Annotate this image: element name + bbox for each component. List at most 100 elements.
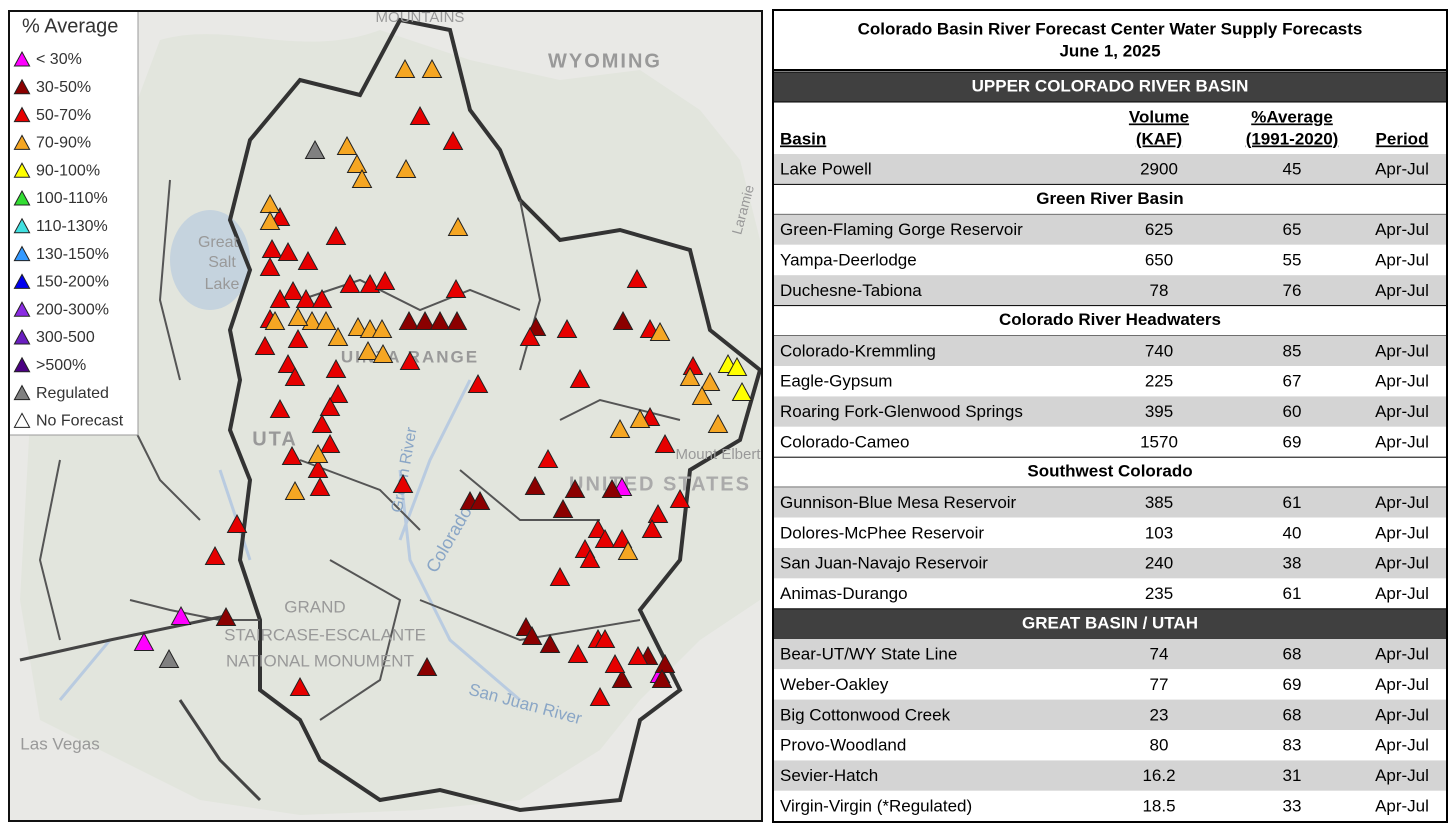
forecast-point: [524, 475, 546, 495]
table-row: [773, 487, 1447, 518]
forecast-point: [629, 408, 651, 428]
column-header: %Average: [1251, 107, 1333, 126]
forecast-point: [327, 383, 349, 403]
forecast-point: [284, 366, 306, 386]
forecast-point: [325, 225, 347, 245]
table-cell: 80: [1150, 736, 1169, 755]
forecast-point: [611, 668, 633, 688]
forecast-point: [589, 686, 611, 706]
forecast-point: [392, 473, 414, 493]
table-cell: 69: [1283, 675, 1302, 694]
forecast-point: [649, 321, 671, 341]
legend-symbol: [13, 301, 31, 317]
table-title: Colorado Basin River Forecast Center Wat…: [858, 19, 1363, 38]
forecast-point: [549, 566, 571, 586]
forecast-point: [609, 418, 631, 438]
section-heading: Green River Basin: [1036, 189, 1183, 208]
forecast-point: [446, 310, 468, 330]
column-header: (1991-2020): [1246, 129, 1339, 148]
forecast-point: [372, 343, 394, 363]
basin-name: Lake Powell: [780, 160, 872, 179]
table-row: [773, 578, 1447, 609]
legend-label: 100-110%: [36, 190, 108, 207]
forecast-point: [594, 628, 616, 648]
column-header: Period: [1376, 129, 1429, 148]
map-label: UTA: [252, 428, 298, 450]
section-heading: UPPER COLORADO RIVER BASIN: [972, 76, 1249, 95]
table-cell: Apr-Jul: [1375, 766, 1429, 785]
table-cell: 61: [1283, 493, 1302, 512]
table-cell: 38: [1283, 554, 1302, 573]
legend-label: 70-90%: [36, 135, 91, 152]
forecast-point: [277, 353, 299, 373]
forecast-point: [604, 653, 626, 673]
forecast-point: [679, 366, 701, 386]
table-cell: 76: [1283, 281, 1302, 300]
basin-name: Colorado-Cameo: [780, 432, 909, 451]
forecast-point: [281, 445, 303, 465]
legend-label: 90-100%: [36, 162, 100, 179]
table-cell: 68: [1283, 644, 1302, 663]
legend-label: 110-130%: [36, 218, 108, 235]
legend-symbol: [13, 50, 31, 67]
legend-symbol: [13, 384, 31, 401]
table-row: [773, 760, 1447, 791]
forecast-point: [261, 238, 283, 258]
forecast-point: [409, 105, 431, 125]
legend-symbol: [13, 245, 31, 262]
forecast-point: [691, 385, 713, 405]
forecast-point: [346, 153, 368, 173]
map-label: WYOMING: [548, 50, 662, 72]
table-row: [773, 154, 1447, 185]
column-header: Volume: [1129, 107, 1189, 126]
table-row: [773, 335, 1447, 366]
forecast-point: [226, 513, 248, 533]
table-cell: 1570: [1140, 432, 1178, 451]
basin-name: Sevier-Hatch: [780, 766, 878, 785]
forecast-point: [641, 518, 663, 538]
basin-name: Dolores-McPhee Reservoir: [780, 523, 984, 542]
forecast-point: [421, 58, 443, 78]
table-cell: 103: [1145, 523, 1173, 542]
forecast-point: [204, 545, 226, 565]
forecast-point: [327, 326, 349, 346]
forecast-point: [567, 643, 589, 663]
forecast-point: [414, 310, 436, 330]
table-cell: Apr-Jul: [1375, 523, 1429, 542]
forecast-point: [569, 368, 591, 388]
forecast-point: [707, 413, 729, 433]
table-row: [773, 396, 1447, 427]
table-cell: 31: [1283, 766, 1302, 785]
forecast-point: [612, 310, 634, 330]
forecast-point: [467, 373, 489, 393]
table-cell: 385: [1145, 493, 1173, 512]
forecast-point: [309, 476, 331, 496]
legend-label: No Forecast: [36, 413, 124, 430]
legend-symbol: [13, 217, 31, 234]
forecast-point: [537, 448, 559, 468]
basin-name: San Juan-Navajo Reservoir: [780, 554, 988, 573]
map-label: STAIRCASE-ESCALANTE: [224, 625, 426, 644]
section-heading: Colorado River Headwaters: [999, 310, 1221, 329]
forecast-point: [539, 633, 561, 653]
forecast-point: [395, 158, 417, 178]
forecast-point: [289, 676, 311, 696]
legend-symbol: [13, 328, 31, 345]
table-row: [773, 426, 1447, 458]
map-label: Lake: [205, 276, 240, 293]
map-label: Las Vegas: [20, 734, 99, 753]
table-cell: 225: [1145, 372, 1173, 391]
river: [58, 379, 521, 702]
forecast-point: [158, 648, 180, 668]
forecast-point: [447, 216, 469, 236]
legend-label: 200-300%: [36, 301, 109, 318]
table-cell: Apr-Jul: [1375, 705, 1429, 724]
basin-name: Colorado-Kremmling: [780, 341, 936, 360]
forecast-point: [564, 478, 586, 498]
table-cell: 18.5: [1142, 796, 1175, 815]
table-cell: Apr-Jul: [1375, 796, 1429, 815]
section-heading: GREAT BASIN / UTAH: [1022, 613, 1198, 632]
legend-label: < 30%: [36, 51, 82, 68]
map-label: Great: [198, 234, 239, 251]
